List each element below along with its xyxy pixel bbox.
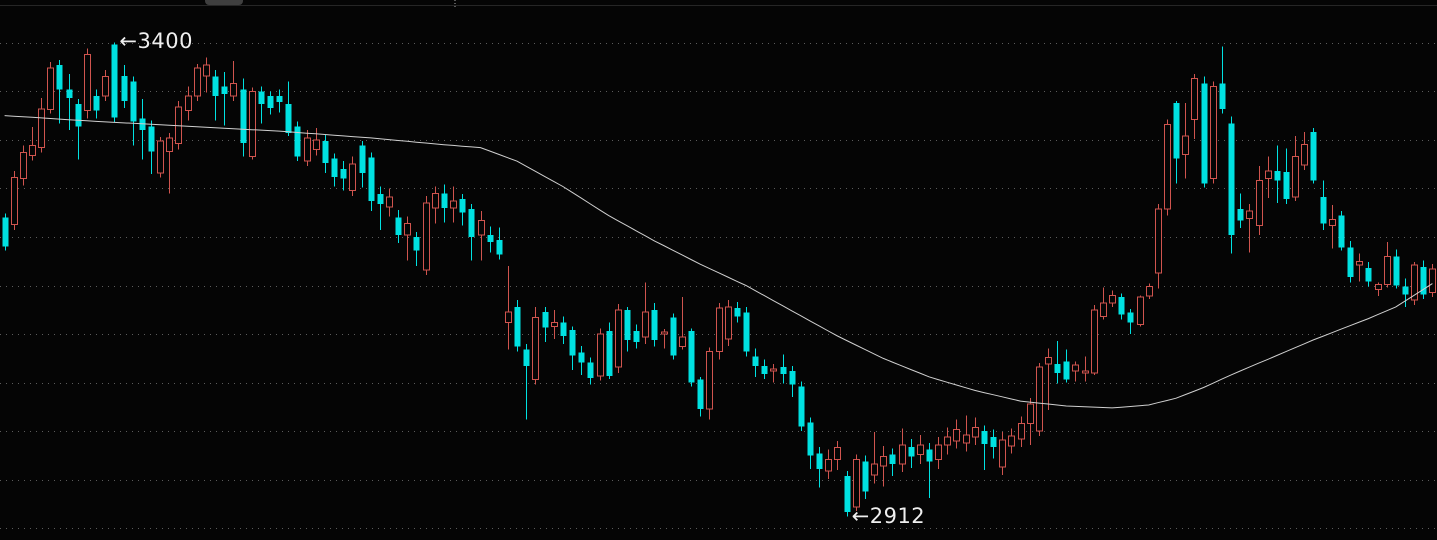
top-tick-artifact	[454, 0, 456, 9]
candles	[2, 42, 1436, 517]
top-border-line	[0, 5, 1437, 6]
annotation-low-price: ←2912	[851, 503, 926, 528]
annotation-high-price: ←3400	[119, 28, 193, 53]
top-edge-tab-artifact	[205, 0, 243, 5]
ma-line	[4, 115, 1433, 409]
